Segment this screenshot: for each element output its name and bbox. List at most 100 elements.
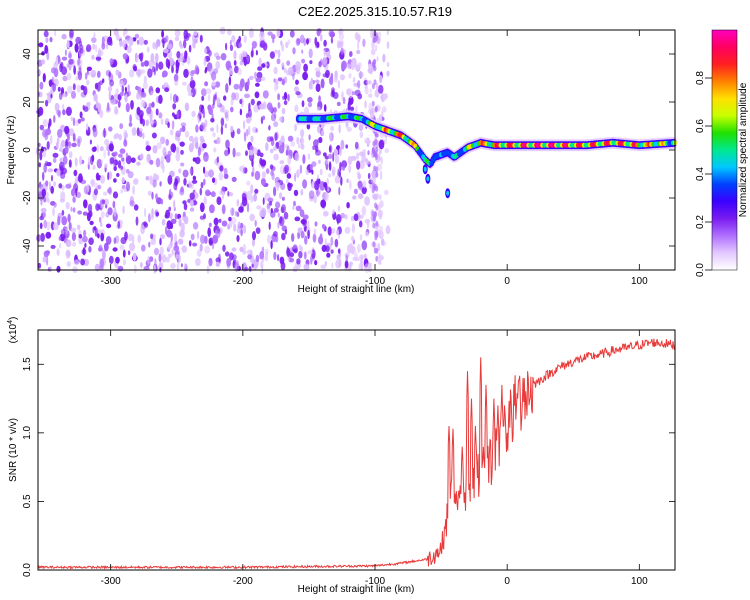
noise-speckle <box>208 222 212 228</box>
noise-speckle <box>127 84 130 93</box>
noise-speckle <box>158 253 162 263</box>
noise-speckle <box>349 51 353 57</box>
noise-speckle <box>104 163 108 169</box>
noise-speckle <box>349 245 355 254</box>
noise-speckle <box>53 181 56 187</box>
noise-speckle <box>262 197 265 206</box>
noise-speckle <box>267 31 273 36</box>
noise-speckle <box>281 204 286 214</box>
noise-speckle <box>172 112 175 117</box>
noise-speckle <box>91 178 95 187</box>
noise-speckle <box>224 149 229 157</box>
noise-speckle <box>153 247 160 256</box>
noise-speckle <box>279 116 284 123</box>
noise-speckle <box>184 102 190 112</box>
noise-speckle <box>182 81 187 86</box>
noise-speckle <box>52 207 55 217</box>
noise-speckle <box>100 175 106 184</box>
noise-speckle <box>340 74 345 81</box>
noise-speckle <box>265 61 270 69</box>
noise-speckle <box>210 191 216 198</box>
noise-speckle <box>61 209 65 216</box>
noise-speckle <box>231 92 236 101</box>
noise-speckle <box>161 30 165 38</box>
noise-speckle <box>246 128 249 137</box>
y-tick-label: 0 <box>22 147 33 153</box>
noise-speckle <box>332 209 335 215</box>
noise-speckle <box>73 65 76 75</box>
noise-speckle <box>143 60 150 67</box>
noise-speckle <box>229 252 234 261</box>
noise-speckle <box>308 81 314 90</box>
noise-speckle <box>58 243 62 249</box>
noise-speckle <box>307 97 313 103</box>
noise-speckle <box>227 190 230 197</box>
noise-speckle <box>86 102 91 107</box>
noise-speckle <box>152 66 156 73</box>
noise-speckle <box>147 190 152 196</box>
noise-speckle <box>181 125 186 132</box>
noise-speckle <box>196 249 202 257</box>
noise-speckle <box>273 153 279 161</box>
noise-speckle <box>233 223 237 232</box>
noise-speckle <box>97 70 101 78</box>
noise-speckle <box>41 59 45 65</box>
noise-speckle <box>338 257 342 268</box>
noise-speckle <box>151 214 154 220</box>
noise-speckle <box>338 123 341 134</box>
noise-speckle <box>162 70 168 78</box>
noise-speckle <box>82 235 88 243</box>
y-tick-label: 40 <box>22 48 33 60</box>
noise-speckle <box>385 225 391 235</box>
noise-speckle <box>170 263 176 269</box>
noise-speckle <box>331 166 336 175</box>
noise-speckle <box>377 84 384 94</box>
noise-speckle <box>61 33 67 40</box>
noise-speckle <box>295 38 301 46</box>
noise-speckle <box>60 191 66 202</box>
noise-speckle <box>123 139 128 147</box>
noise-speckle <box>116 173 120 177</box>
noise-speckle <box>200 234 206 244</box>
noise-speckle <box>36 70 42 75</box>
noise-speckle <box>359 131 364 139</box>
spectrogram-x-label: Height of straight line (km) <box>298 284 415 295</box>
noise-speckle <box>386 70 390 77</box>
noise-speckle <box>74 157 78 167</box>
noise-speckle <box>318 136 323 144</box>
noise-speckle <box>113 206 117 217</box>
noise-speckle <box>108 171 113 180</box>
noise-speckle <box>203 166 206 174</box>
noise-speckle <box>180 239 184 245</box>
noise-speckle <box>279 165 286 175</box>
noise-speckle <box>68 52 72 59</box>
noise-speckle <box>65 228 68 235</box>
noise-speckle <box>115 108 119 114</box>
noise-speckle <box>218 171 224 181</box>
noise-speckle <box>358 71 364 78</box>
noise-speckle <box>43 30 49 38</box>
noise-speckle <box>250 184 254 194</box>
noise-speckle <box>239 98 243 105</box>
noise-speckle <box>50 185 54 194</box>
noise-speckle <box>259 251 265 260</box>
noise-speckle <box>281 107 286 115</box>
noise-speckle <box>176 51 181 59</box>
noise-speckle <box>176 262 180 270</box>
noise-speckle <box>380 170 383 181</box>
noise-speckle <box>250 197 254 203</box>
noise-speckle <box>88 237 94 245</box>
noise-speckle <box>82 104 85 111</box>
noise-speckle <box>312 79 315 85</box>
noise-speckle <box>308 190 315 200</box>
noise-speckle <box>277 254 280 262</box>
noise-speckle <box>66 261 72 267</box>
noise-speckle <box>45 99 49 107</box>
noise-speckle <box>189 79 196 89</box>
noise-speckle <box>316 41 320 48</box>
noise-speckle <box>46 221 51 231</box>
noise-speckle <box>143 39 148 45</box>
noise-speckle <box>46 51 50 61</box>
noise-speckle <box>54 102 60 112</box>
noise-speckle <box>283 91 288 101</box>
